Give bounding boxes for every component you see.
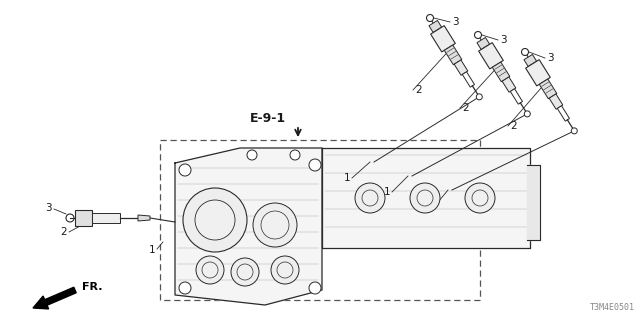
Text: E-9-1: E-9-1 — [250, 112, 286, 125]
Polygon shape — [138, 215, 150, 221]
Circle shape — [309, 159, 321, 171]
Circle shape — [476, 94, 483, 100]
Circle shape — [277, 262, 293, 278]
Text: 1: 1 — [148, 245, 155, 255]
Circle shape — [410, 183, 440, 213]
Polygon shape — [92, 213, 120, 223]
Circle shape — [247, 150, 257, 160]
Circle shape — [290, 150, 300, 160]
Text: 3: 3 — [452, 17, 459, 27]
Circle shape — [417, 190, 433, 206]
Text: T3M4E0501: T3M4E0501 — [590, 303, 635, 312]
Polygon shape — [477, 37, 490, 50]
Circle shape — [195, 200, 235, 240]
Circle shape — [426, 14, 433, 21]
Polygon shape — [502, 77, 516, 92]
Polygon shape — [510, 89, 522, 104]
Polygon shape — [479, 43, 503, 69]
Text: 2: 2 — [462, 103, 468, 113]
Circle shape — [179, 164, 191, 176]
Polygon shape — [462, 72, 474, 87]
Text: 2: 2 — [60, 227, 67, 237]
Circle shape — [196, 256, 224, 284]
Circle shape — [522, 49, 529, 55]
Circle shape — [66, 214, 74, 222]
Circle shape — [231, 258, 259, 286]
Text: 1: 1 — [344, 173, 350, 183]
Polygon shape — [429, 20, 442, 33]
Polygon shape — [527, 165, 540, 240]
FancyArrow shape — [33, 287, 76, 309]
Text: 3: 3 — [500, 35, 507, 45]
Circle shape — [355, 183, 385, 213]
Text: 3: 3 — [45, 203, 52, 213]
Polygon shape — [74, 210, 92, 226]
Text: 2: 2 — [415, 85, 422, 95]
Text: FR.: FR. — [82, 282, 102, 292]
Polygon shape — [175, 148, 322, 305]
Circle shape — [202, 262, 218, 278]
Polygon shape — [492, 62, 510, 82]
Polygon shape — [431, 26, 455, 52]
Polygon shape — [557, 106, 570, 121]
Circle shape — [237, 264, 253, 280]
Circle shape — [253, 203, 297, 247]
Text: 1: 1 — [383, 187, 390, 197]
Text: 3: 3 — [547, 53, 554, 63]
Polygon shape — [549, 94, 563, 109]
Polygon shape — [525, 60, 550, 86]
Polygon shape — [454, 60, 468, 75]
Circle shape — [472, 190, 488, 206]
Polygon shape — [540, 79, 557, 99]
Circle shape — [179, 282, 191, 294]
Circle shape — [271, 256, 299, 284]
Circle shape — [362, 190, 378, 206]
Polygon shape — [524, 54, 537, 67]
Text: 2: 2 — [510, 121, 516, 131]
Circle shape — [183, 188, 247, 252]
Polygon shape — [444, 45, 462, 65]
Circle shape — [261, 211, 289, 239]
Circle shape — [465, 183, 495, 213]
Circle shape — [572, 128, 577, 134]
Circle shape — [309, 282, 321, 294]
Circle shape — [524, 111, 531, 117]
Polygon shape — [322, 148, 530, 248]
Text: 1: 1 — [426, 202, 432, 212]
Circle shape — [474, 31, 481, 38]
